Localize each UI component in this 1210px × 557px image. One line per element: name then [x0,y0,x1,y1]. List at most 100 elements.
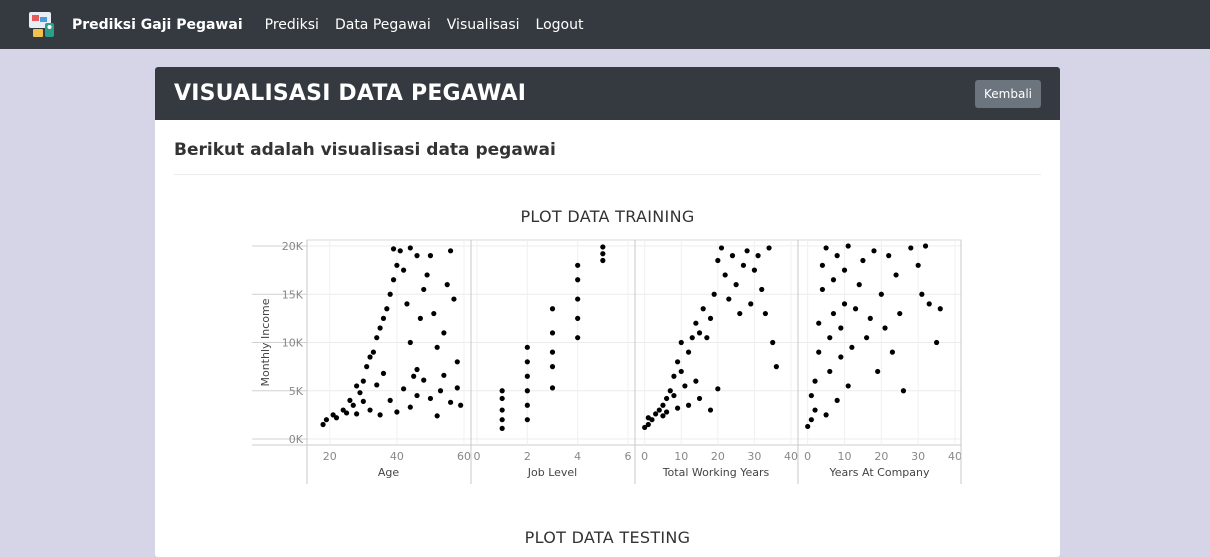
scatter-point [664,409,670,415]
scatter-point [549,364,556,370]
scatter-point [407,339,413,346]
scatter-point [499,407,505,413]
scatter-point [549,349,556,355]
scatter-point [770,339,776,346]
scatter-point [671,392,677,399]
scatter-point [575,335,581,341]
scatter-point [387,291,393,297]
scatter-point [823,412,829,418]
scatter-point [499,425,505,431]
nav-link-prediksi[interactable]: Prediksi [264,16,319,33]
scatter-point [737,310,743,317]
scatter-point [575,277,581,283]
scatter-point [444,282,450,288]
scatter-point [897,310,903,317]
scatter-point [397,248,403,254]
scatter-point [354,383,360,389]
scatter-point [458,402,464,408]
scatter-point [451,296,457,302]
scatter-point [427,253,434,259]
nav-link-visualisasi[interactable]: Visualisasi [446,16,520,33]
scatter-point [524,388,530,394]
card-header: VISUALISASI DATA PEGAWAI Kembali [155,67,1060,120]
x-tick-label: 20 [711,450,725,463]
scatter-point [805,423,811,430]
scatter-point [377,325,383,331]
scatter-point [830,310,837,317]
scatter-point [915,262,921,268]
scatter-point [384,306,390,312]
scatter-point [838,325,844,331]
scatter-point [649,417,655,423]
scatter-point [889,349,895,355]
nav-link-logout[interactable]: Logout [535,16,584,33]
scatter-point [882,325,888,331]
scatter-point [394,409,400,415]
x-tick-label: 40 [948,450,962,463]
scatter-point [549,330,556,336]
scatter-point [524,402,530,408]
scatter-point [773,364,779,370]
scatter-point [678,339,684,346]
scatter-point [499,395,505,402]
scatter-point [827,335,833,341]
scatter-point [926,301,932,307]
scatter-point [674,405,681,411]
scatter-point [908,245,914,251]
scatter-point [841,301,848,307]
x-tick-label: 20 [874,450,888,463]
scatter-point [660,413,666,419]
scatter-point [575,315,581,321]
visualization-card: VISUALISASI DATA PEGAWAI Kembali Berikut… [155,67,1060,557]
scatter-point [808,392,814,399]
scatter-point [414,253,420,259]
brand[interactable]: Prediksi Gaji Pegawai [28,10,243,40]
scatter-point [343,410,350,416]
scatter-point [711,291,717,297]
scatter-point [360,378,366,384]
scatter-point [856,282,862,288]
y-tick-label: 20K [282,240,304,253]
scatter-point [575,262,581,268]
scatter-point [333,415,340,421]
scatter-point [437,388,444,394]
x-tick-label: 20 [323,450,337,463]
scatter-point [671,373,677,379]
scatter-point [715,386,721,392]
scatter-point [380,370,387,376]
x-axis-title: Years At Company [829,466,930,479]
scatter-point [407,404,413,410]
scatter-point [454,385,460,391]
scatter-point [414,366,420,373]
y-tick-label: 10K [282,337,304,350]
scatter-point [893,272,899,278]
scatter-point [682,383,688,389]
scatter-point [900,388,907,394]
scatter-point [524,359,530,365]
scatter-point [354,411,360,417]
page-title: VISUALISASI DATA PEGAWAI [174,81,527,106]
scatter-point [685,402,692,408]
scatter-point [350,402,356,408]
scatter-point [700,306,706,312]
scatter-point [886,253,892,259]
scatter-point [367,354,373,360]
scatter-point [600,244,606,250]
nav-links: Prediksi Data Pegawai Visualisasi Logout [265,17,600,33]
x-tick-label: 0 [804,450,811,463]
scatter-point [414,392,420,399]
back-button[interactable]: Kembali [975,79,1041,108]
x-tick-label: 60 [457,450,471,463]
nav-link-data-pegawai[interactable]: Data Pegawai [334,16,431,33]
scatter-point [380,315,387,321]
scatter-point [387,397,393,403]
x-tick-label: 0 [474,450,481,463]
scatter-point [401,386,407,392]
scatter-point [875,368,881,375]
scatter-point [704,335,710,341]
scatter-point [600,257,606,264]
scatter-point [524,373,530,379]
scatter-point [834,253,840,259]
scatter-point [867,315,873,321]
x-tick-label: 10 [674,450,688,463]
